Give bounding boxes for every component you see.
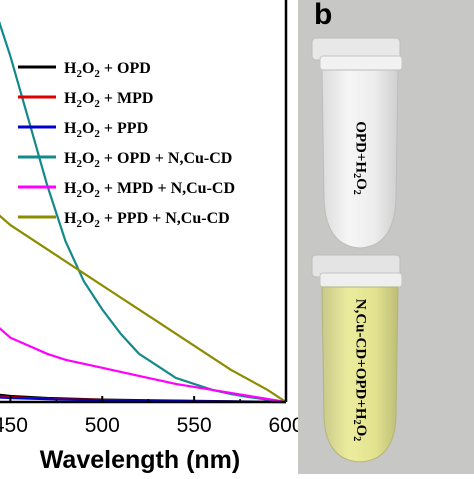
chart-panel: 450500550600Wavelength (nm) H2O2 + OPDH2… — [0, 0, 304, 474]
legend-label-4: H2O2 + OPD + N,Cu-CD — [64, 150, 232, 170]
x-tick-label-4: 600 — [268, 414, 298, 437]
axes-layer: 450 500 550 600 Wavelength (nm) — [0, 0, 304, 474]
legend-label-3: H2O2 + PPD — [64, 120, 148, 140]
legend-label-1: H2O2 + OPD — [64, 60, 151, 80]
x-axis-label: Wavelength (nm) — [40, 446, 240, 474]
legend-label-5: H2O2 + MPD + N,Cu-CD — [64, 180, 235, 200]
legend: H2O2 + OPD H2O2 + MPD H2O2 + PPD H2O2 + OPD… — [18, 60, 235, 230]
x-tick-label-3: 550 — [177, 414, 212, 437]
series-line-5 — [0, 327, 287, 404]
uv-vis-chart: 450500550600Wavelength (nm) H2O2 + OPDH2… — [0, 0, 304, 474]
series-line-6 — [0, 214, 287, 403]
photo-panel: OPD+H2O2 N,Cu-CD+OPD+H2O2 b — [298, 0, 474, 474]
legend-label-6: H2O2 + PPD + N,Cu-CD — [64, 210, 230, 230]
tube-bottom-label: N,Cu-CD+OPD+H2O2 — [351, 299, 369, 442]
tube-top-label: OPD+H2O2 — [351, 121, 369, 195]
x-tick-label-1: 450 — [0, 414, 28, 437]
series-layer — [0, 20, 287, 404]
tube-bottom: N,Cu-CD+OPD+H2O2 — [311, 254, 403, 463]
tube-photo: OPD+H2O2 N,Cu-CD+OPD+H2O2 — [311, 37, 403, 463]
tube-top: OPD+H2O2 — [311, 37, 403, 249]
panel-letter-b: b — [314, 0, 333, 31]
legend-label-2: H2O2 + MPD — [64, 90, 153, 110]
x-tick-label-2: 500 — [85, 414, 120, 437]
